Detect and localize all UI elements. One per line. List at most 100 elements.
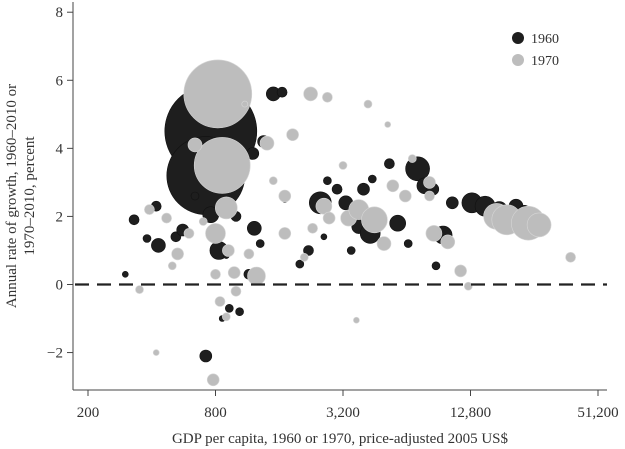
data-point-1970: [222, 312, 231, 322]
data-point-1970: [278, 227, 292, 240]
y-axis-label: Annual rate of growth, 1960–2010 or 1970…: [4, 84, 38, 308]
legend-label-1970: 1970: [531, 54, 559, 69]
data-point-1970: [198, 217, 208, 226]
data-point-1970: [135, 285, 144, 294]
y-tick-label: 0: [56, 277, 64, 293]
data-point-1960: [367, 174, 377, 184]
data-point-1970: [183, 228, 195, 239]
legend-label-1960: 1960: [531, 32, 559, 47]
data-point-1970: [144, 204, 155, 215]
data-point-1970: [463, 281, 473, 291]
data-point-1970: [363, 99, 373, 109]
data-point-1970: [215, 196, 238, 220]
data-point-1970: [386, 179, 400, 193]
y-axis-label-line1: Annual rate of growth, 1960–2010 or: [4, 84, 20, 308]
data-point-1960: [346, 246, 356, 255]
data-point-1970: [353, 316, 360, 324]
data-point-1970: [361, 206, 388, 234]
x-tick-label: 800: [204, 405, 227, 421]
x-tick-label: 51,200: [577, 405, 618, 421]
data-point-1960: [323, 176, 332, 185]
legend-marker-1960: [512, 32, 524, 44]
data-point-1970: [171, 247, 184, 261]
data-point-1970: [454, 264, 467, 278]
x-tick-label: 12,800: [450, 405, 491, 421]
data-point-1960: [403, 239, 413, 248]
data-point-1970: [187, 137, 203, 153]
data-point-1960: [142, 234, 152, 243]
data-point-1970: [307, 223, 318, 234]
data-point-1970: [152, 349, 160, 356]
data-point-1960: [199, 349, 213, 363]
data-point-1970: [303, 86, 318, 102]
data-point-1970: [423, 176, 436, 189]
x-axis-ticks: 200 800 3,200 12,800 51,200: [77, 390, 619, 421]
data-point-1970: [565, 251, 576, 263]
data-point-1970: [205, 223, 226, 244]
data-point-1960: [247, 221, 262, 236]
data-point-1970: [259, 135, 275, 151]
data-point-1970: [210, 268, 221, 280]
y-axis-ticks: −2 0 2 4 6 8: [47, 5, 73, 362]
data-point-1970: [322, 211, 336, 225]
data-point-1970: [526, 212, 552, 238]
data-points: [122, 59, 576, 387]
data-point-1960: [389, 214, 407, 232]
x-axis-label: GDP per capita, 1960 or 1970, price-adju…: [172, 431, 509, 447]
data-point-1970: [440, 234, 456, 250]
data-point-1970: [338, 161, 348, 170]
y-tick-label: 8: [56, 5, 64, 21]
data-point-1970: [183, 59, 253, 129]
y-tick-label: 6: [56, 73, 64, 89]
data-point-1970: [286, 128, 299, 141]
y-tick-label: −2: [47, 346, 63, 362]
legend: 1960 1970: [512, 32, 559, 69]
data-point-1960: [431, 261, 441, 271]
data-point-1970: [268, 176, 278, 185]
data-point-1970: [407, 154, 417, 163]
data-point-1970: [278, 189, 292, 203]
data-point-1960: [255, 239, 265, 248]
data-point-1960: [320, 233, 328, 241]
data-point-1970: [384, 121, 392, 128]
x-tick-label: 3,200: [326, 405, 360, 421]
data-point-1970: [206, 373, 220, 387]
data-point-1970: [299, 252, 309, 262]
data-point-1960: [276, 86, 288, 98]
y-tick-label: 4: [56, 141, 64, 157]
data-point-1970: [168, 261, 177, 271]
data-point-1970: [227, 266, 241, 279]
data-point-1960: [128, 214, 140, 226]
data-point-1960: [151, 238, 166, 253]
data-point-1960: [190, 191, 200, 201]
data-point-1970: [241, 100, 249, 108]
data-point-1970: [214, 296, 226, 307]
data-point-1970: [193, 137, 251, 194]
data-point-1970: [161, 212, 172, 224]
data-point-1970: [230, 285, 242, 297]
data-point-1970: [398, 189, 412, 203]
series-1970: [135, 59, 576, 387]
data-point-1970: [376, 236, 392, 251]
y-axis-label-line2: 1970–2010, percent: [22, 136, 38, 256]
x-tick-label: 200: [77, 405, 100, 421]
data-point-1960: [122, 270, 129, 278]
data-point-1960: [331, 183, 343, 195]
data-point-1970: [315, 197, 333, 215]
legend-marker-1970: [512, 54, 524, 66]
data-point-1960: [384, 158, 395, 169]
data-point-1960: [225, 303, 234, 313]
data-point-1960: [303, 245, 314, 256]
data-point-1960: [295, 259, 305, 269]
y-tick-label: 2: [56, 209, 64, 225]
data-point-1970: [222, 244, 235, 257]
data-point-1960: [357, 182, 370, 196]
data-point-1970: [425, 225, 443, 242]
data-point-1970: [424, 190, 435, 202]
data-point-1960: [445, 196, 459, 210]
data-point-1970: [247, 266, 266, 286]
data-point-1970: [243, 248, 255, 260]
data-point-1970: [322, 92, 333, 103]
data-point-1960: [235, 307, 244, 317]
